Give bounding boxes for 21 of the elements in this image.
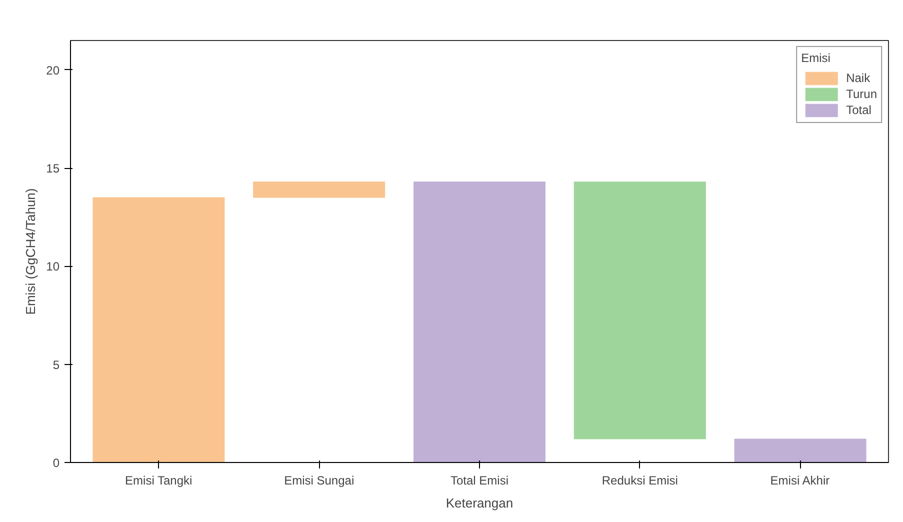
- x-tick-label: Total Emisi: [450, 474, 509, 488]
- y-tick-label: 20: [46, 63, 60, 78]
- legend-label: Total: [846, 102, 872, 118]
- legend-label: Turun: [846, 86, 877, 102]
- bar: [92, 197, 225, 462]
- x-tick-label: Emisi Tangki: [125, 474, 192, 488]
- bar: [574, 182, 706, 440]
- bar: [413, 182, 546, 462]
- legend-label: Naik: [846, 70, 870, 86]
- y-tick-label: 5: [52, 358, 60, 372]
- y-tick-label: 10: [46, 260, 60, 274]
- legend-title: Emisi: [801, 51, 832, 65]
- x-tick-label: Emisi Sungai: [284, 474, 354, 488]
- x-tick-label: Emisi Akhir: [770, 474, 830, 488]
- y-tick-label: 15: [46, 162, 60, 176]
- x-tick-label: Reduksi Emisi: [602, 474, 678, 488]
- bar: [734, 438, 866, 462]
- bar: [253, 182, 386, 198]
- x-axis-title: Keterangan: [446, 496, 514, 510]
- y-axis-title: Emisi (GgCH4/Tahun): [23, 188, 38, 315]
- y-tick-label: 0: [52, 456, 60, 470]
